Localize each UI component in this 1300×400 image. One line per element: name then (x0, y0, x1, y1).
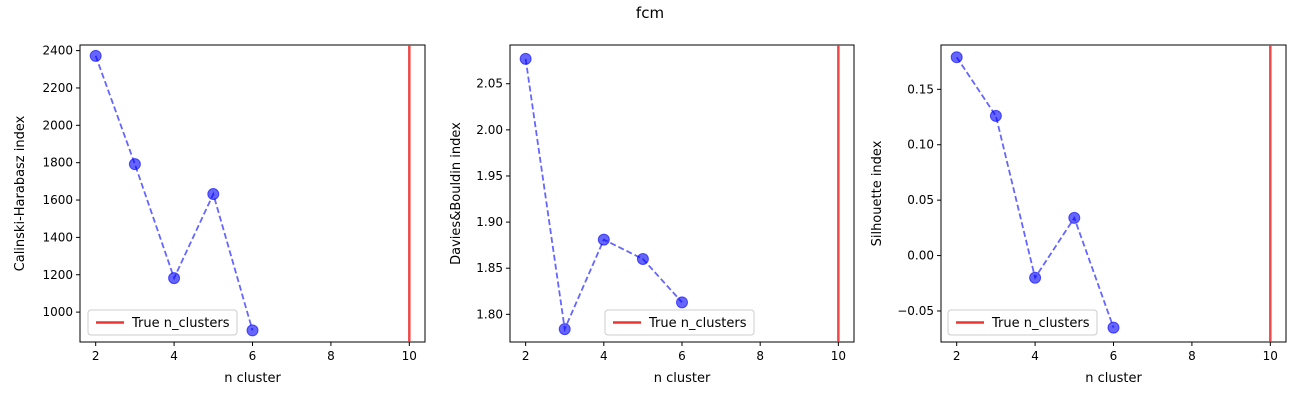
legend: True n_clusters (947, 309, 1098, 336)
x-tick-label: 4 (170, 349, 178, 363)
axes-frame (940, 44, 1287, 343)
data-point (597, 233, 610, 246)
x-tick-label: 10 (831, 349, 846, 363)
series-line (955, 56, 1115, 328)
x-tick-label: 6 (678, 349, 686, 363)
x-tick-label: 2 (92, 349, 100, 363)
x-tick-label: 6 (1110, 349, 1118, 363)
y-tick-label: 1.95 (476, 169, 503, 183)
chart-panel-1: 2 4 6 8 10 1000 1200 1400 1600 1800 2000 2200 2400 n … (13, 44, 426, 386)
y-tick-label: 1.90 (476, 215, 503, 229)
x-tick-label: 8 (327, 349, 335, 363)
y-tick-label: 2.00 (476, 123, 503, 137)
data-point (89, 49, 102, 62)
x-tick-label: 6 (249, 349, 257, 363)
y-axis-label: Silhouette index (870, 140, 885, 246)
data-point (989, 109, 1002, 122)
data-point (636, 252, 649, 265)
y-tick-label: 1.85 (476, 261, 503, 275)
y-tick-label: 0.15 (907, 82, 934, 96)
y-tick-label: 2200 (42, 81, 73, 95)
y-tick-label: 1600 (42, 193, 73, 207)
x-tick-label: 8 (1188, 349, 1196, 363)
data-point (558, 323, 571, 336)
x-axis-label: n cluster (224, 371, 281, 386)
legend-label: True n_clusters (131, 316, 230, 331)
data-point (246, 324, 259, 337)
y-tick-label: 0.10 (907, 138, 934, 152)
x-tick-label: 10 (402, 349, 417, 363)
x-axis-label: n cluster (1085, 371, 1142, 386)
x-tick-label: 4 (1031, 349, 1039, 363)
legend-box (87, 309, 238, 336)
x-tick-label: 4 (600, 349, 608, 363)
series-line (94, 55, 254, 331)
y-tick-label: 2400 (42, 44, 73, 58)
axes-frame (79, 44, 426, 343)
x-tick-label: 2 (522, 349, 530, 363)
y-tick-label: 2000 (42, 118, 73, 132)
chart-panel-3: 2 4 6 8 10 −0.05 0.00 0.05 0.10 0.15 n cluster Silh… (870, 44, 1287, 386)
data-point (1029, 271, 1042, 284)
x-tick-label: 2 (953, 349, 961, 363)
chart-panel-2: 2 4 6 8 10 1.80 1.85 1.90 1.95 2.00 2.05 n cluster D… (449, 44, 855, 386)
y-tick-label: 0.00 (907, 249, 934, 263)
x-tick-label: 8 (756, 349, 764, 363)
data-point (128, 158, 141, 171)
y-tick-label: 1400 (42, 230, 73, 244)
data-point (1068, 211, 1081, 224)
data-point (207, 188, 220, 201)
data-point (676, 296, 688, 309)
y-tick-label: 0.05 (907, 193, 934, 207)
legend-box (947, 309, 1098, 336)
y-tick-label: −0.05 (897, 304, 934, 318)
y-tick-label: 1.80 (476, 307, 503, 321)
y-tick-label: 1000 (42, 305, 73, 319)
legend: True n_clusters (87, 309, 238, 336)
series-line (524, 58, 683, 333)
x-axis-label: n cluster (654, 371, 711, 386)
legend-label: True n_clusters (648, 316, 747, 331)
y-tick-label: 1200 (42, 268, 73, 282)
y-axis-label: Calinski-Harabasz index (13, 115, 28, 271)
legend: True n_clusters (604, 309, 755, 336)
data-point (1107, 321, 1120, 334)
legend-box (604, 309, 755, 336)
x-tick-label: 10 (1263, 349, 1278, 363)
figure-title: fcm (635, 4, 665, 22)
y-axis-label: Davies&Bouldin index (449, 122, 464, 265)
data-point (519, 52, 532, 65)
y-tick-label: 1800 (42, 156, 73, 170)
data-point (950, 51, 963, 64)
data-point (168, 272, 181, 285)
y-tick-label: 2.05 (476, 77, 503, 91)
legend-label: True n_clusters (991, 316, 1090, 331)
